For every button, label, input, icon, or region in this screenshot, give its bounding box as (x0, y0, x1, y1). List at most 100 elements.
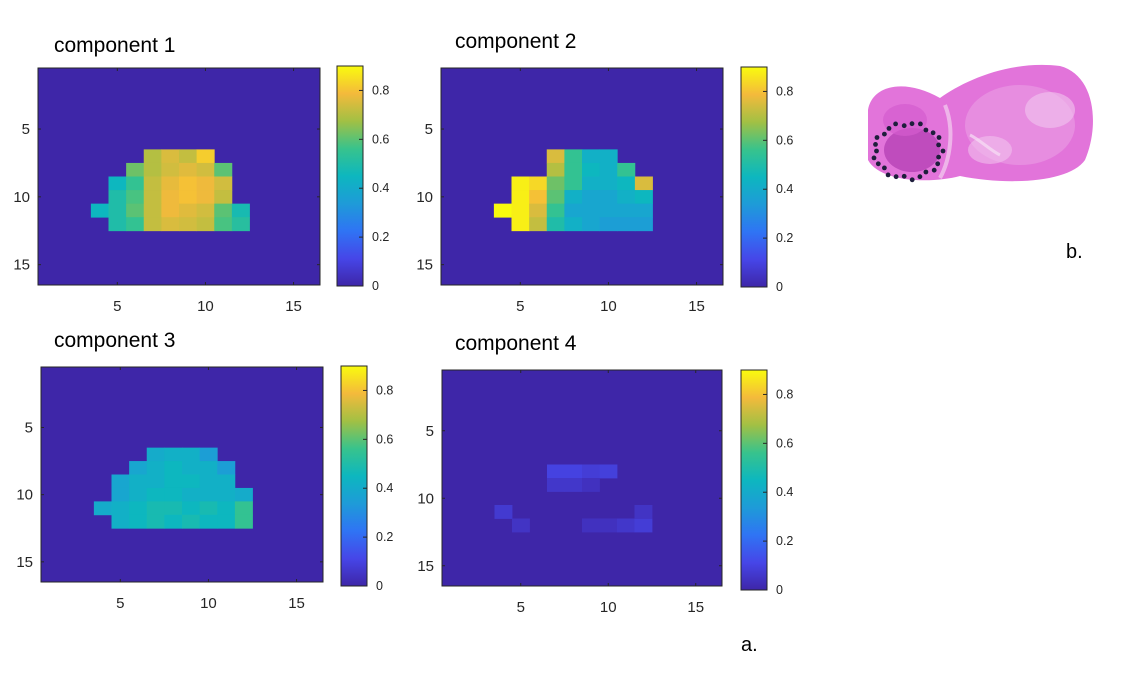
heatmap-cell (111, 514, 130, 529)
y-tick-label: 15 (13, 257, 30, 274)
y-tick-label: 5 (426, 423, 434, 440)
annotation-dot (935, 161, 941, 167)
annotation-dot (901, 123, 907, 129)
heatmap-cell (546, 162, 565, 177)
heatmap-cell (179, 217, 198, 232)
annotation-dot (909, 177, 915, 183)
heatmap-panel-4: component 4 5 10 15 5 10 15 0 0.2 0.4 0.6 0.8 (417, 332, 793, 616)
heatmap-cell (126, 217, 145, 232)
heatmap-cell (599, 518, 618, 533)
heatmap-cell (196, 217, 215, 232)
y-tick-label: 10 (13, 189, 30, 206)
heatmap-cell (217, 474, 236, 489)
annotation-dot (936, 142, 941, 148)
annotation-dots (871, 121, 946, 183)
heatmap-cell (196, 176, 215, 191)
heatmap-cell (582, 149, 601, 164)
heatmap-cell (129, 487, 148, 502)
heatmap-cell (126, 190, 145, 205)
colorbar-tick-label: 0.8 (776, 387, 793, 401)
heatmap-cell (146, 474, 165, 489)
heatmap-cell (599, 464, 618, 479)
heatmap-cell (126, 203, 145, 218)
heatmap-cell (182, 487, 201, 502)
heatmap-cell (182, 447, 201, 462)
heatmap-cell (634, 518, 653, 533)
heatmap-cell (126, 176, 145, 191)
heatmap-cell (108, 203, 127, 218)
x-tick-label: 5 (516, 298, 524, 315)
tissue-texture (883, 85, 1075, 179)
y-tick-label: 5 (22, 121, 30, 138)
heatmap-cell (634, 203, 653, 218)
heatmap-cell (634, 505, 653, 519)
colorbar (336, 65, 364, 287)
heatmap-cell (564, 162, 583, 177)
heatmap-cell (217, 514, 236, 529)
heatmap-cell (179, 190, 198, 205)
panel-label-b: b. (1066, 241, 1083, 263)
x-tick-label: 5 (113, 298, 121, 315)
heatmap-cell (90, 203, 109, 218)
panel-title: component 2 (455, 30, 576, 53)
heatmap-cell (529, 190, 548, 205)
heatmap-cell (617, 518, 635, 533)
heatmap-cell (111, 501, 130, 516)
heatmap-cell (182, 514, 201, 529)
y-tick-label: 5 (425, 121, 433, 138)
annotation-dot (893, 174, 899, 180)
heatmap-cell (599, 149, 618, 164)
heatmap-cell (582, 518, 600, 533)
heatmap-cell (182, 474, 201, 489)
heatmap-cell (564, 203, 583, 218)
heatmap-cell (161, 162, 180, 177)
heatmap-cell (146, 461, 165, 475)
annotation-dot (940, 148, 946, 154)
heatmap-cell (196, 203, 215, 218)
x-tick-label: 10 (200, 595, 217, 612)
heatmap-cell (214, 203, 233, 218)
heatmap-cell (564, 217, 583, 232)
heatmap-cell (199, 461, 218, 475)
colorbar (340, 365, 368, 587)
heatmap-cell (199, 447, 218, 462)
y-tick-label: 10 (416, 189, 433, 206)
axes-frame (40, 366, 324, 583)
heatmap-cell (634, 217, 653, 232)
heatmap-cell (493, 203, 512, 218)
heatmap-cell (196, 162, 215, 177)
heatmap-cell (161, 190, 180, 205)
heatmap-cell (129, 514, 148, 529)
heatmap-cell (234, 487, 253, 502)
annotation-dot (923, 169, 929, 175)
heatmap-cell (126, 162, 145, 177)
heatmap-cell (199, 501, 218, 516)
colorbar-tick-label: 0.6 (776, 133, 793, 147)
annotation-dot (873, 142, 878, 147)
heatmap-cell (546, 217, 565, 232)
heatmap-cell (161, 217, 180, 232)
heatmap-cell (146, 487, 165, 502)
heatmap-cell (564, 176, 583, 191)
heatmap-cell (217, 487, 236, 502)
panel-title: component 4 (455, 332, 577, 355)
annotation-dot (882, 131, 887, 137)
annotation-dot (923, 127, 929, 133)
heatmap-cell (546, 176, 565, 191)
annotation-dot (871, 155, 877, 161)
heatmap-cell (617, 190, 636, 205)
histology-image (868, 64, 1093, 183)
heatmap-cell (146, 447, 165, 462)
colorbar-tick-label: 0.6 (376, 432, 393, 446)
heatmap-cell (108, 190, 127, 205)
heatmap-cell (546, 149, 565, 164)
heatmap-cell (231, 217, 250, 232)
heatmap-cell (234, 501, 253, 516)
annotation-dot (882, 165, 887, 171)
heatmap-cell (164, 514, 183, 529)
heatmap-cell (129, 474, 148, 489)
heatmap-cell (582, 217, 601, 232)
annotation-dot (918, 121, 923, 127)
heatmap-cell (214, 176, 233, 191)
heatmap-cell (547, 464, 565, 479)
